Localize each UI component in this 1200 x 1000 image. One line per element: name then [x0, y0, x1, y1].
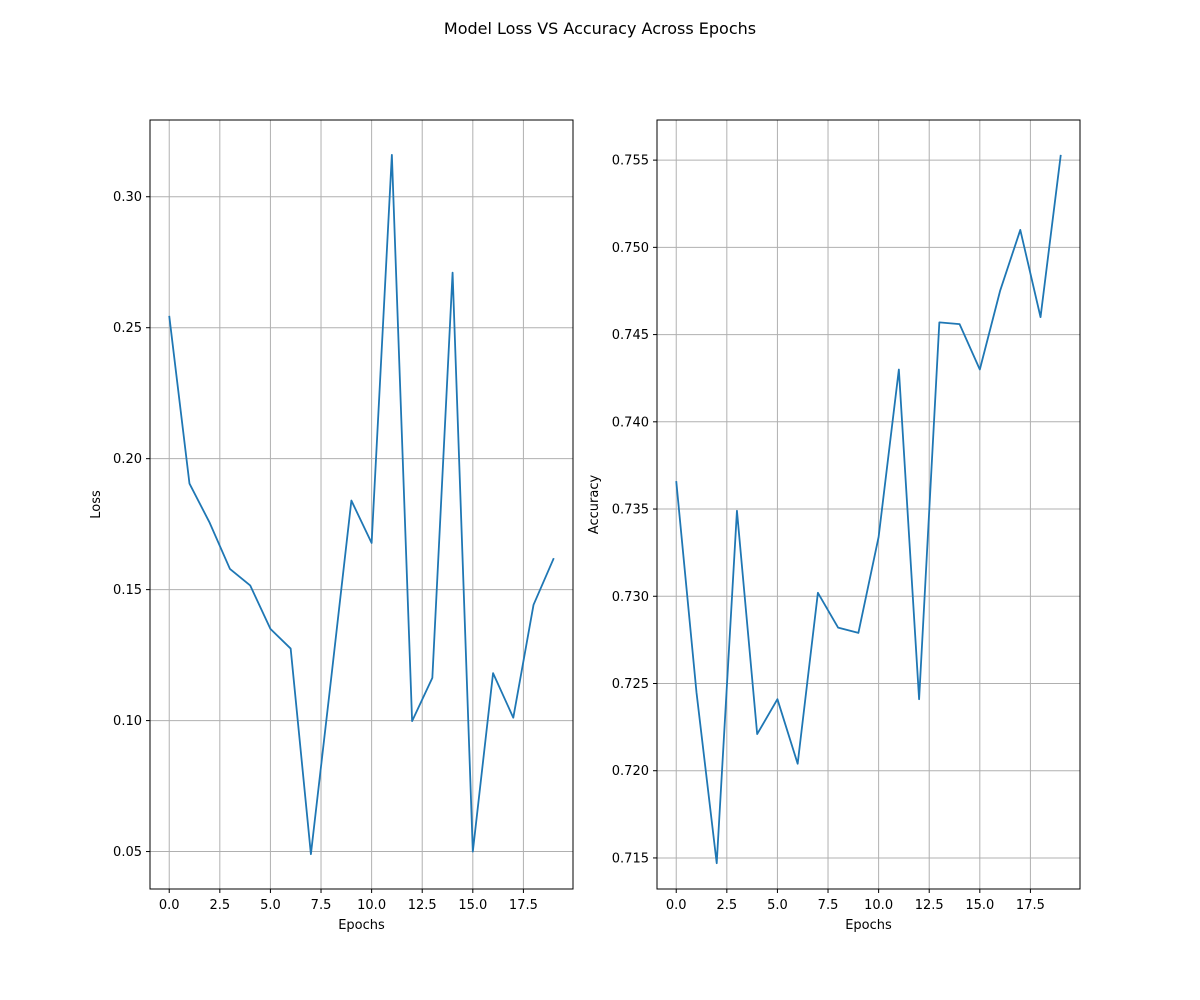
- accuracy-x-tick-label: 15.0: [965, 898, 994, 913]
- loss-plot: 0.0 2.5 5.0 7.5 10.0 12.5 15.0 17.5 0.05 0.10 0.15…: [89, 119, 574, 933]
- loss-x-tick-label: 5.0: [260, 898, 281, 913]
- loss-x-tick-label: 12.5: [408, 898, 437, 913]
- loss-axes-frame: [149, 119, 574, 890]
- loss-x-tick-label: 2.5: [209, 898, 230, 913]
- loss-x-tick-label: 10.0: [357, 898, 386, 913]
- loss-x-tick-label: 17.5: [509, 898, 538, 913]
- accuracy-y-tick-label: 0.745: [612, 328, 649, 343]
- accuracy-x-tick-label: 17.5: [1016, 898, 1045, 913]
- accuracy-y-tick-label: 0.735: [612, 503, 649, 518]
- loss-x-tick-label: 7.5: [311, 898, 332, 913]
- accuracy-x-tick-label: 0.0: [666, 898, 687, 913]
- loss-y-axis-label: Loss: [89, 490, 104, 519]
- accuracy-axes-frame: [656, 119, 1081, 890]
- accuracy-y-tick-label: 0.715: [612, 851, 649, 866]
- accuracy-y-tick-label: 0.740: [612, 415, 649, 430]
- loss-series-line: [168, 153, 555, 856]
- accuracy-plot: 0.0 2.5 5.0 7.5 10.0 12.5 15.0 17.5 0.715 0.720 0.…: [587, 119, 1081, 933]
- accuracy-y-tick-label: 0.750: [612, 241, 649, 256]
- accuracy-x-tick-label: 7.5: [818, 898, 839, 913]
- accuracy-y-axis-label: Accuracy: [587, 475, 602, 535]
- figure-title: Model Loss VS Accuracy Across Epochs: [444, 19, 756, 38]
- accuracy-y-tick-label: 0.720: [612, 764, 649, 779]
- accuracy-y-tick-label: 0.755: [612, 154, 649, 169]
- accuracy-x-tick-label: 12.5: [915, 898, 944, 913]
- accuracy-x-tick-label: 5.0: [767, 898, 788, 913]
- accuracy-x-tick-label: 10.0: [864, 898, 893, 913]
- accuracy-y-tick-label: 0.730: [612, 590, 649, 605]
- accuracy-y-tick-label: 0.725: [612, 677, 649, 692]
- loss-y-tick-label: 0.10: [113, 714, 142, 729]
- loss-y-tick-label: 0.05: [113, 845, 142, 860]
- loss-x-tick-label: 15.0: [458, 898, 487, 913]
- accuracy-x-tick-label: 2.5: [716, 898, 737, 913]
- loss-y-tick-label: 0.30: [113, 190, 142, 205]
- loss-y-tick-label: 0.15: [113, 583, 142, 598]
- accuracy-x-axis-label: Epochs: [845, 918, 892, 933]
- loss-x-axis-label: Epochs: [338, 918, 385, 933]
- loss-y-tick-label: 0.20: [113, 452, 142, 467]
- accuracy-series-line: [675, 154, 1062, 865]
- loss-y-tick-label: 0.25: [113, 321, 142, 336]
- loss-x-tick-label: 0.0: [159, 898, 180, 913]
